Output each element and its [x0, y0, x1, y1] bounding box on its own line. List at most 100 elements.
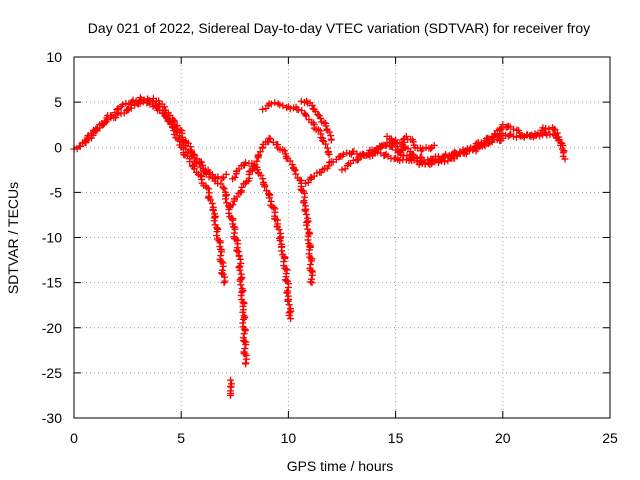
data-point [278, 247, 286, 255]
data-points [70, 94, 569, 399]
data-point [221, 277, 229, 285]
data-point [303, 218, 311, 226]
data-point [407, 155, 415, 163]
data-point [241, 337, 249, 345]
data-point [233, 193, 241, 201]
data-point [441, 158, 449, 166]
data-point [129, 96, 137, 104]
y-tick-label: 0 [54, 139, 62, 155]
data-point [265, 134, 273, 142]
data-point [302, 111, 310, 119]
data-point [339, 150, 347, 158]
data-point [173, 122, 181, 130]
data-point [286, 105, 294, 113]
data-point [441, 152, 449, 160]
data-point [208, 199, 216, 207]
data-point [220, 279, 228, 287]
data-point [489, 133, 497, 141]
data-point [317, 114, 325, 122]
data-point [497, 124, 505, 132]
data-point [281, 147, 289, 155]
data-point [338, 166, 346, 174]
data-point [354, 156, 362, 164]
data-point [264, 101, 272, 109]
data-point [210, 217, 218, 225]
data-point [427, 145, 435, 153]
data-point [242, 355, 250, 363]
data-point [225, 209, 233, 217]
data-point [281, 254, 289, 262]
data-point [190, 151, 198, 159]
y-tick-label: 5 [54, 94, 62, 110]
data-point [284, 297, 292, 305]
data-point [307, 257, 315, 265]
data-point [240, 330, 248, 338]
data-point [257, 171, 265, 179]
data-point [322, 140, 330, 148]
data-point [393, 142, 401, 150]
data-point [213, 232, 221, 240]
data-point [543, 131, 551, 139]
data-point [227, 376, 235, 384]
chart-title: Day 021 of 2022, Sidereal Day-to-day VTE… [88, 20, 590, 36]
data-point [241, 327, 249, 335]
x-tick-label: 5 [177, 430, 185, 446]
data-point [303, 221, 311, 229]
data-point [506, 131, 514, 139]
data-point [241, 314, 249, 322]
data-point [469, 146, 477, 154]
data-point [550, 125, 558, 133]
y-tick-label: -25 [42, 365, 62, 381]
data-point [528, 131, 536, 139]
data-point [287, 315, 295, 323]
data-point [276, 237, 284, 245]
data-point [242, 360, 250, 368]
data-point [396, 157, 404, 165]
data-point [227, 391, 235, 399]
data-point [265, 194, 273, 202]
data-point [308, 279, 316, 287]
data-point [304, 236, 312, 244]
data-point [510, 125, 518, 133]
data-point [242, 341, 250, 349]
data-point [308, 271, 316, 279]
y-tick-label: -15 [42, 275, 62, 291]
data-point [283, 289, 291, 297]
data-point [279, 102, 287, 110]
y-tick-label: 10 [46, 49, 62, 65]
data-point [218, 258, 226, 266]
data-point [285, 311, 293, 319]
series-track-11 [383, 132, 438, 157]
data-point [516, 129, 524, 137]
data-point [553, 129, 561, 137]
data-point [557, 141, 565, 149]
data-point [283, 266, 291, 274]
data-point [323, 144, 331, 152]
data-point [308, 267, 316, 275]
data-point [304, 217, 312, 225]
data-point [305, 250, 313, 258]
data-point [325, 128, 333, 136]
data-point [261, 183, 269, 191]
data-point [308, 101, 316, 109]
data-point [270, 203, 278, 211]
data-point [410, 151, 418, 159]
data-point [266, 135, 274, 143]
data-point [255, 151, 263, 159]
data-point [314, 111, 322, 119]
x-tick-label: 10 [281, 430, 297, 446]
data-point [238, 183, 246, 191]
data-point [186, 143, 194, 151]
data-point [542, 124, 550, 132]
data-point [286, 308, 294, 316]
data-point [237, 281, 245, 289]
grid-lines [74, 57, 610, 418]
data-point [178, 133, 186, 141]
data-point [327, 136, 335, 144]
x-tick-label: 0 [70, 430, 78, 446]
data-point [236, 277, 244, 285]
data-point [421, 160, 429, 168]
data-point [219, 183, 227, 191]
data-point [300, 199, 308, 207]
